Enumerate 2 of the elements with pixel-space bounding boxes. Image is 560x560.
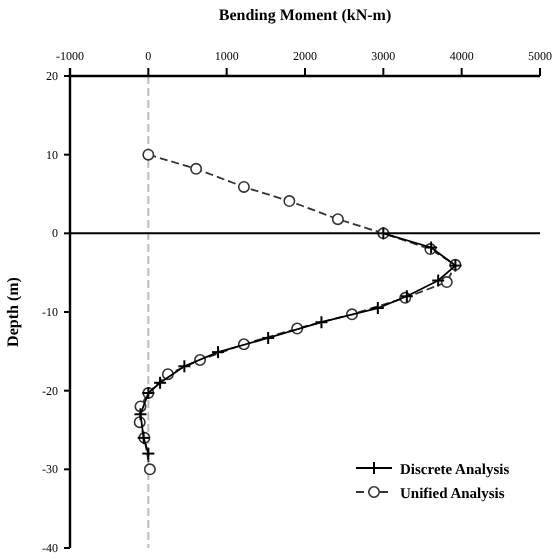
x-axis-title: Bending Moment (kN-m) — [218, 6, 392, 24]
y-axis-title: Depth (m) — [4, 276, 22, 347]
